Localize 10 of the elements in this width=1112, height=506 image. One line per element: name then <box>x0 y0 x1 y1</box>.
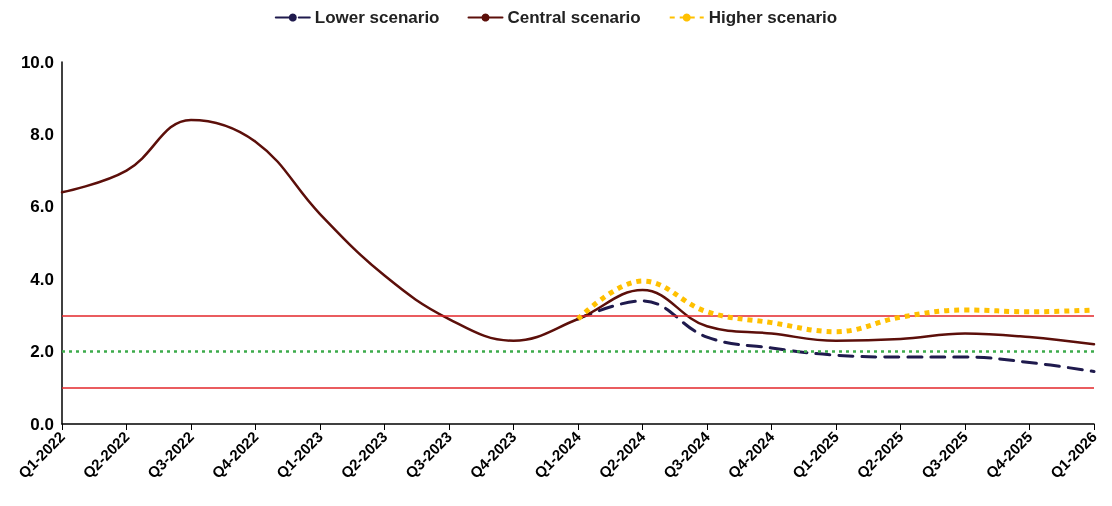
y-tick-label: 6.0 <box>30 197 54 217</box>
y-tick-label: 10.0 <box>20 52 54 72</box>
legend-label: Lower scenario <box>314 8 440 27</box>
legend-label: Higher scenario <box>708 8 838 27</box>
y-tick-label: 4.0 <box>30 269 54 289</box>
line-series <box>60 118 1096 346</box>
y-tick-label: 0.0 <box>30 414 54 434</box>
legend-label: Central scenario <box>507 8 641 27</box>
y-tick-label: 2.0 <box>30 342 54 362</box>
y-tick-label: 8.0 <box>30 124 54 144</box>
